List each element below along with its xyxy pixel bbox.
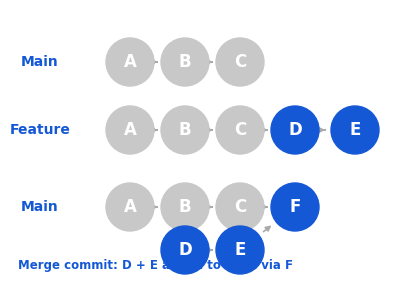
Circle shape (106, 183, 154, 231)
Text: Merge commit: D + E added to Main via F: Merge commit: D + E added to Main via F (18, 259, 293, 272)
Circle shape (216, 106, 264, 154)
Text: A: A (124, 198, 136, 216)
Text: C: C (234, 198, 246, 216)
Text: Main: Main (21, 55, 59, 69)
Text: C: C (234, 53, 246, 71)
Text: E: E (234, 241, 246, 259)
Circle shape (106, 106, 154, 154)
Text: B: B (179, 121, 191, 139)
Circle shape (271, 106, 319, 154)
Circle shape (331, 106, 379, 154)
Text: Main: Main (21, 200, 59, 214)
Text: B: B (179, 53, 191, 71)
Circle shape (216, 226, 264, 274)
Text: C: C (234, 121, 246, 139)
Circle shape (216, 38, 264, 86)
Circle shape (216, 183, 264, 231)
Text: B: B (179, 198, 191, 216)
Text: A: A (124, 53, 136, 71)
Circle shape (161, 226, 209, 274)
Text: E: E (349, 121, 361, 139)
Text: Feature: Feature (9, 123, 71, 137)
Text: D: D (178, 241, 192, 259)
Text: A: A (124, 121, 136, 139)
Circle shape (106, 38, 154, 86)
Circle shape (161, 38, 209, 86)
Circle shape (161, 106, 209, 154)
Circle shape (271, 183, 319, 231)
Text: D: D (288, 121, 302, 139)
Text: F: F (289, 198, 301, 216)
Circle shape (161, 183, 209, 231)
